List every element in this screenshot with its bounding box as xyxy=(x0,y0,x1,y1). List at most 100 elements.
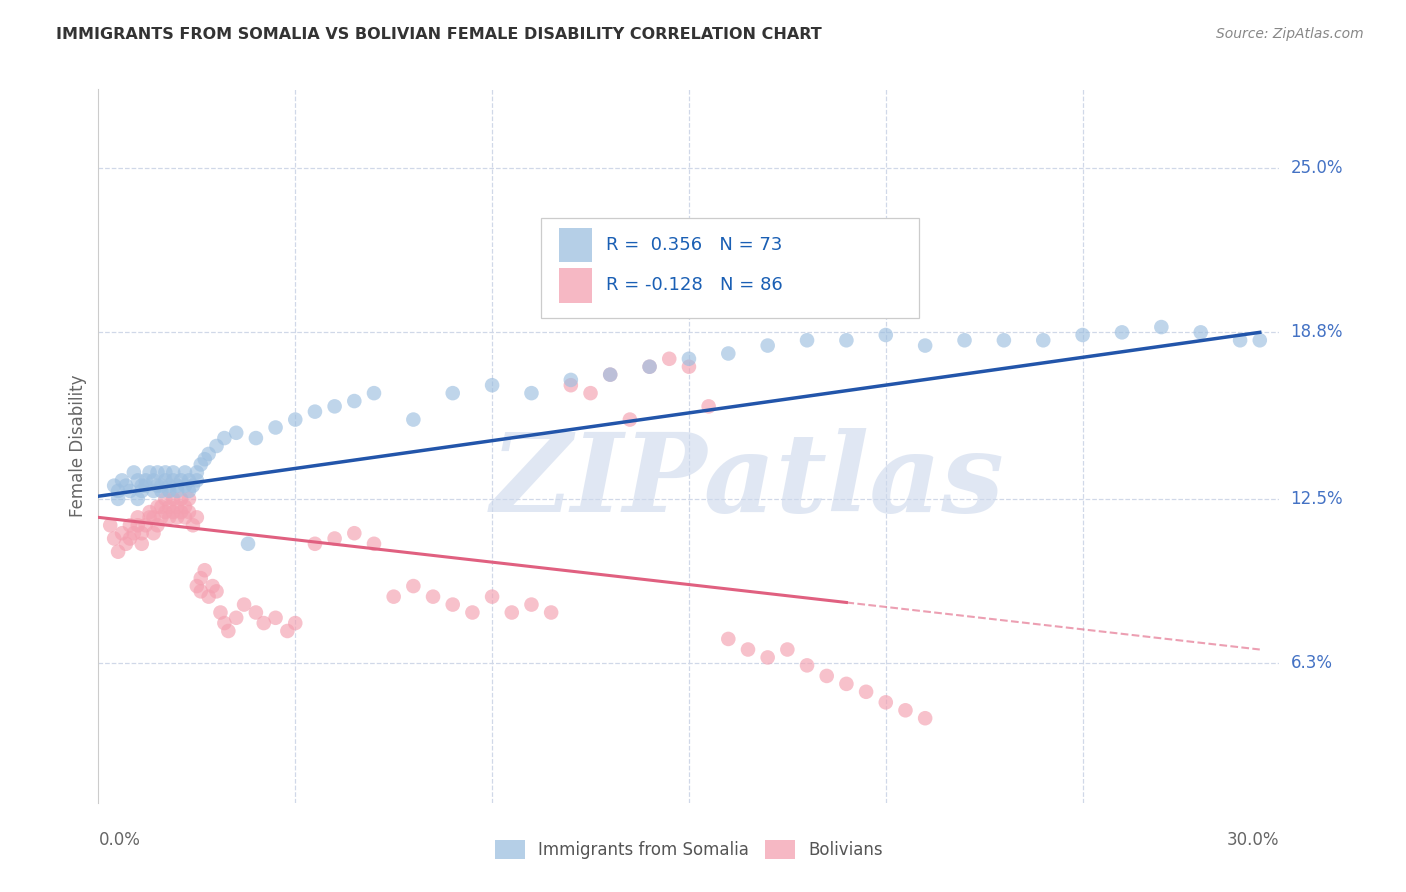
Point xyxy=(157,483,180,498)
Point xyxy=(194,563,217,577)
Point xyxy=(560,373,582,387)
Point xyxy=(697,400,720,414)
Point xyxy=(638,359,661,374)
Point xyxy=(155,474,177,488)
Point xyxy=(540,606,562,620)
Point xyxy=(118,518,141,533)
Point xyxy=(225,611,247,625)
Point xyxy=(157,478,180,492)
Point xyxy=(560,378,582,392)
Point xyxy=(737,642,759,657)
Point xyxy=(131,483,153,498)
Point xyxy=(796,658,818,673)
Point xyxy=(619,412,641,426)
Point xyxy=(264,611,287,625)
Point xyxy=(205,584,228,599)
Point xyxy=(107,491,129,506)
Point xyxy=(131,526,153,541)
Point xyxy=(118,532,141,546)
Point xyxy=(177,491,200,506)
Point xyxy=(382,590,405,604)
Point xyxy=(162,491,184,506)
Point xyxy=(796,333,818,347)
Point xyxy=(441,598,464,612)
Point xyxy=(138,505,160,519)
Point xyxy=(501,606,523,620)
Point xyxy=(162,505,184,519)
Point xyxy=(122,466,145,480)
Point xyxy=(875,695,897,709)
Point xyxy=(170,491,193,506)
Point xyxy=(205,439,228,453)
Point xyxy=(914,711,936,725)
Point xyxy=(131,537,153,551)
Point xyxy=(756,650,779,665)
Point xyxy=(155,466,177,480)
Point xyxy=(214,616,236,631)
Point xyxy=(118,483,141,498)
Point xyxy=(186,510,208,524)
Y-axis label: Female Disability: Female Disability xyxy=(69,375,87,517)
Text: ZIPatlas: ZIPatlas xyxy=(491,428,1005,535)
Point xyxy=(138,510,160,524)
Point xyxy=(186,466,208,480)
Point xyxy=(190,571,212,585)
Point xyxy=(225,425,247,440)
Point xyxy=(717,346,740,360)
Point xyxy=(1189,326,1212,340)
Point xyxy=(217,624,239,638)
Point xyxy=(402,579,425,593)
Point xyxy=(177,505,200,519)
Point xyxy=(1150,320,1173,334)
Point xyxy=(146,518,169,533)
Point xyxy=(135,474,157,488)
Point xyxy=(146,500,169,514)
Point xyxy=(138,466,160,480)
Point xyxy=(875,328,897,343)
Point xyxy=(146,478,169,492)
Text: 25.0%: 25.0% xyxy=(1291,160,1343,178)
Text: 30.0%: 30.0% xyxy=(1227,831,1279,849)
Point xyxy=(815,669,838,683)
Point xyxy=(150,510,173,524)
Point xyxy=(174,500,197,514)
Text: IMMIGRANTS FROM SOMALIA VS BOLIVIAN FEMALE DISABILITY CORRELATION CHART: IMMIGRANTS FROM SOMALIA VS BOLIVIAN FEMA… xyxy=(56,27,823,42)
Bar xyxy=(560,227,592,262)
Point xyxy=(323,532,346,546)
Point xyxy=(150,483,173,498)
Point xyxy=(174,510,197,524)
Point xyxy=(402,412,425,426)
Point xyxy=(127,491,149,506)
Point xyxy=(166,510,188,524)
Point xyxy=(304,404,326,418)
Point xyxy=(146,466,169,480)
Point xyxy=(135,518,157,533)
Point xyxy=(162,474,184,488)
Point xyxy=(197,590,219,604)
Point xyxy=(835,333,858,347)
Point xyxy=(142,474,165,488)
Text: 6.3%: 6.3% xyxy=(1291,654,1333,672)
Point xyxy=(520,598,543,612)
Point xyxy=(157,500,180,514)
Point xyxy=(245,431,267,445)
Point xyxy=(993,333,1015,347)
Point xyxy=(599,368,621,382)
Point xyxy=(166,483,188,498)
Point xyxy=(155,505,177,519)
Point xyxy=(111,526,134,541)
Point xyxy=(520,386,543,401)
Point xyxy=(115,478,138,492)
Point xyxy=(131,478,153,492)
Point xyxy=(142,526,165,541)
Point xyxy=(363,537,385,551)
Point xyxy=(658,351,681,366)
Point xyxy=(135,478,157,492)
Point xyxy=(363,386,385,401)
Point xyxy=(150,478,173,492)
Point xyxy=(103,478,125,492)
Point xyxy=(638,359,661,374)
Point xyxy=(190,458,212,472)
Point xyxy=(142,510,165,524)
Point xyxy=(284,616,307,631)
